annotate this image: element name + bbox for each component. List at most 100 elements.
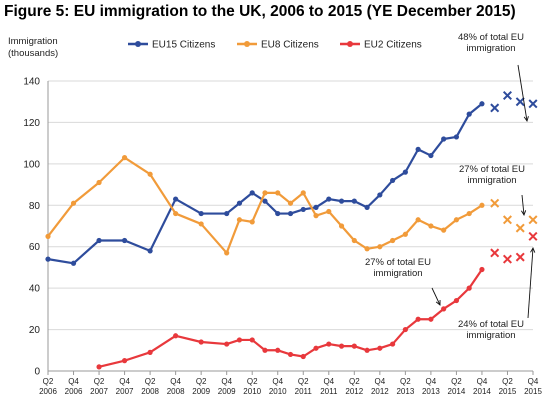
data-point <box>364 347 370 353</box>
data-point <box>326 196 332 202</box>
x-tick-label-quarter: Q4 <box>528 377 539 386</box>
data-point <box>224 341 230 347</box>
annotation-arrow <box>431 287 441 306</box>
y-axis-label: Immigration(thousands) <box>8 36 58 59</box>
data-point <box>441 306 447 312</box>
legend: EU15 Citizens EU8 Citizens EU2 Citizens <box>128 40 422 51</box>
x-tick-label-year: 2009 <box>192 387 210 396</box>
data-point <box>377 244 383 250</box>
provisional-point <box>490 103 500 113</box>
data-point <box>147 248 153 254</box>
data-point <box>466 111 472 117</box>
x-tick-label-year: 2006 <box>39 387 57 396</box>
x-tick-label-year: 2012 <box>371 387 389 396</box>
y-tick-label: 120 <box>23 118 40 129</box>
data-point <box>300 190 306 196</box>
annotation-arrowhead <box>530 246 536 253</box>
provisional-point <box>490 248 500 258</box>
x-tick-label-year: 2012 <box>345 387 363 396</box>
x-tick-label-year: 2007 <box>116 387 134 396</box>
data-point <box>173 196 179 202</box>
x-tick-label-quarter: Q4 <box>68 377 79 386</box>
annotation-arrowhead <box>521 210 527 217</box>
data-point <box>224 210 230 217</box>
data-point <box>390 341 396 347</box>
data-point <box>45 233 51 239</box>
data-point <box>428 223 434 229</box>
x-tick-label-quarter: Q2 <box>247 377 258 386</box>
data-point <box>364 204 370 210</box>
data-point <box>351 198 357 204</box>
x-tick-label-quarter: Q2 <box>451 377 462 386</box>
data-point <box>326 208 332 215</box>
chart-title: Figure 5: EU immigration to the UK, 2006… <box>4 3 516 20</box>
data-point <box>402 326 408 333</box>
data-point <box>300 353 306 360</box>
x-tick-label-quarter: Q2 <box>43 377 54 386</box>
data-point <box>364 246 370 252</box>
annotation-text: 27% of total EU <box>365 257 431 268</box>
data-point <box>147 171 153 177</box>
annotation-arrow <box>521 194 525 216</box>
data-point <box>402 231 408 237</box>
x-tick-label-quarter: Q2 <box>196 377 207 386</box>
x-tick-label-year: 2006 <box>65 387 83 396</box>
annotation-arrow <box>527 247 534 319</box>
legend-label: EU2 Citizens <box>364 40 422 51</box>
data-point <box>249 219 255 225</box>
y-tick-label: 0 <box>34 367 40 378</box>
y-tick-label: 20 <box>29 325 41 336</box>
series-line <box>47 156 483 255</box>
data-point <box>287 200 294 206</box>
annotation-arrow <box>517 64 528 122</box>
series-layer <box>45 90 538 370</box>
y-tick-label: 100 <box>23 159 40 170</box>
data-point <box>453 134 460 140</box>
series-line <box>47 102 483 265</box>
data-point <box>338 343 345 349</box>
data-point <box>45 256 51 262</box>
data-point <box>198 339 204 345</box>
data-point <box>236 217 243 223</box>
provisional-point <box>515 252 525 262</box>
data-point <box>96 364 102 370</box>
x-tick-label-quarter: Q4 <box>323 377 334 386</box>
data-point <box>441 136 447 142</box>
x-tick-label-year: 2008 <box>141 387 159 396</box>
data-point <box>173 333 179 339</box>
data-point <box>390 177 396 184</box>
x-tick-label-year: 2015 <box>524 387 542 396</box>
data-point <box>287 351 294 358</box>
data-point <box>377 345 383 351</box>
x-tick-label-year: 2009 <box>218 387 236 396</box>
data-point <box>70 200 77 206</box>
data-point <box>415 146 421 152</box>
data-point <box>479 266 485 273</box>
data-point <box>287 210 294 217</box>
data-point <box>96 179 102 186</box>
x-tick-label-year: 2007 <box>90 387 108 396</box>
annotation-text: 48% of total EU <box>458 32 524 43</box>
data-point <box>441 227 447 233</box>
data-point <box>262 347 268 353</box>
x-tick-label-year: 2014 <box>473 387 491 396</box>
legend-label: EU8 Citizens <box>261 40 319 51</box>
data-point <box>338 223 345 229</box>
x-tick-label-quarter: Q4 <box>477 377 488 386</box>
provisional-point <box>528 231 538 241</box>
data-point <box>224 250 230 256</box>
data-point <box>377 192 383 198</box>
data-point <box>479 202 485 208</box>
x-tick-label-year: 2015 <box>499 387 517 396</box>
x-tick-label-quarter: Q4 <box>272 377 283 386</box>
data-point <box>466 210 472 217</box>
provisional-point <box>490 198 500 208</box>
data-point <box>96 237 102 244</box>
data-point <box>351 343 357 349</box>
provisional-point <box>502 215 512 225</box>
data-point <box>121 358 128 364</box>
x-tick-label-quarter: Q2 <box>502 377 513 386</box>
data-point <box>275 347 281 353</box>
x-tick-label-quarter: Q4 <box>375 377 386 386</box>
